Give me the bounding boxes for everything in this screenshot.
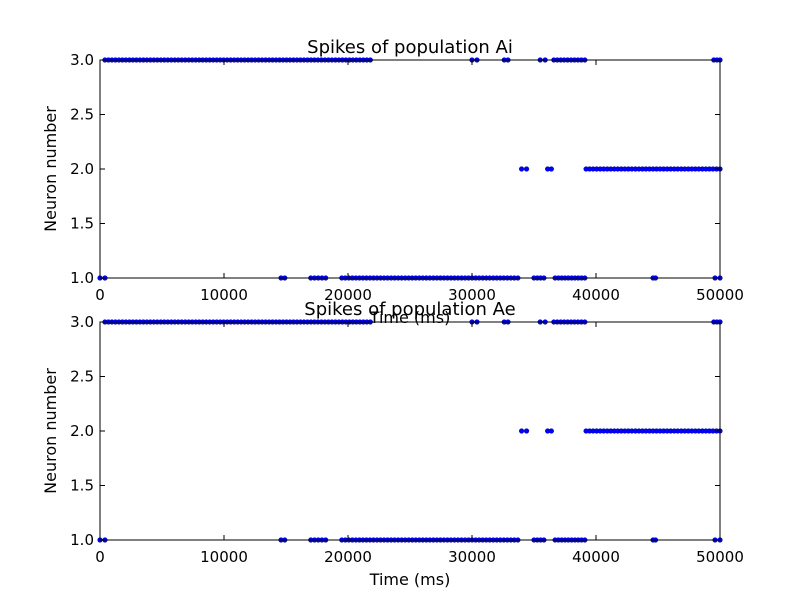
x-tick-label: 10000 [200, 548, 248, 566]
x-tick-label: 40000 [572, 548, 620, 566]
y-tick-label: 2.5 [70, 368, 94, 386]
y-tick-label: 1.5 [70, 215, 94, 233]
chart-title: Spikes of population Ai [307, 37, 513, 58]
y-tick-label: 2.0 [70, 160, 94, 178]
x-tick-label: 20000 [324, 286, 372, 304]
x-tick-label: 20000 [324, 548, 372, 566]
y-tick-label: 2.0 [70, 422, 94, 440]
spike-point [518, 166, 525, 172]
y-tick-label: 1.5 [70, 477, 94, 495]
spike-point [523, 428, 530, 434]
x-tick-label: 50000 [696, 548, 744, 566]
x-tick-label: 0 [95, 286, 105, 304]
y-axis-label: Neuron number [41, 368, 60, 494]
chart-ae: 0 10000 20000 30000 40000 50000 1.0 1.5 2.0 2.5 3.… [41, 299, 744, 589]
x-tick-label: 0 [95, 548, 105, 566]
x-tick-label: 50000 [696, 286, 744, 304]
x-tick-label: 30000 [448, 548, 496, 566]
y-tick-label: 1.0 [70, 269, 94, 287]
x-tick-label: 40000 [572, 286, 620, 304]
chart-ai: 0 10000 20000 30000 40000 50000 1.0 1.5 2.0 2.5 3.… [41, 37, 744, 327]
x-tick-label: 30000 [448, 286, 496, 304]
spike-point [548, 428, 554, 434]
spike-point [523, 166, 530, 172]
y-axis-label: Neuron number [41, 106, 60, 232]
spike-point [548, 166, 554, 172]
x-axis-label: Time (ms) [369, 570, 451, 589]
y-tick-label: 2.5 [70, 106, 94, 124]
spike-point [518, 428, 525, 434]
y-tick-label: 1.0 [70, 531, 94, 549]
y-tick-label: 3.0 [70, 51, 94, 69]
y-tick-label: 3.0 [70, 313, 94, 331]
x-tick-label: 10000 [200, 286, 248, 304]
chart-title: Spikes of population Ae [304, 299, 515, 320]
